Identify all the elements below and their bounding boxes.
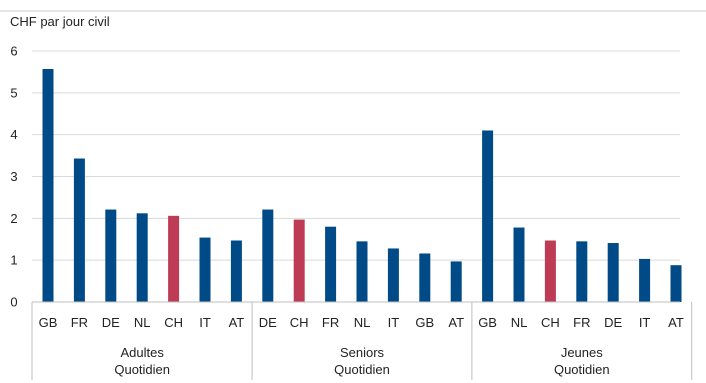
x-tick-label: GB [39, 315, 58, 330]
y-axis-title: CHF par jour civil [10, 14, 110, 29]
bar-it [199, 237, 211, 302]
bar-gb [42, 68, 54, 302]
bar-ch [168, 215, 180, 302]
x-tick-label: IT [639, 315, 651, 330]
bar-it [639, 258, 651, 302]
x-tick-label: NL [134, 315, 151, 330]
y-tick-label: 2 [10, 211, 17, 226]
x-tick-label: AT [448, 315, 464, 330]
bars [42, 68, 682, 302]
x-tick-label: CH [290, 315, 309, 330]
bar-it [387, 248, 399, 302]
x-tick-label: FR [573, 315, 590, 330]
y-tick-label: 0 [10, 295, 17, 310]
bar-gb [482, 130, 494, 302]
y-tick-label: 4 [10, 127, 17, 142]
group-label: Adultes [121, 345, 165, 360]
y-tick-label: 5 [10, 85, 17, 100]
x-tick-label: IT [199, 315, 211, 330]
group-sublabel: Quotidien [114, 362, 170, 377]
y-axis-ticks: 0 1 2 3 4 5 6 [10, 44, 17, 310]
bar-fr [73, 158, 85, 302]
bar-de [607, 243, 619, 302]
x-tick-label: GB [415, 315, 434, 330]
x-tick-label: AT [229, 315, 245, 330]
x-tick-label: NL [511, 315, 528, 330]
bar-at [230, 240, 242, 302]
y-tick-label: 1 [10, 253, 17, 268]
x-tick-label: CH [541, 315, 560, 330]
x-axis: GB FR DE NL CH IT AT Adultes Quotidien DE CH FR NL IT… [31, 301, 693, 380]
x-tick-label: AT [668, 315, 684, 330]
bar-gb [419, 253, 431, 302]
bar-fr [576, 241, 588, 302]
x-tick-label: IT [388, 315, 400, 330]
y-tick-label: 6 [10, 44, 17, 59]
group-sublabel: Quotidien [334, 362, 390, 377]
bar-ch [544, 240, 556, 302]
x-tick-label: DE [604, 315, 622, 330]
x-tick-label: FR [71, 315, 88, 330]
group-sublabel: Quotidien [554, 362, 610, 377]
group-label: Seniors [340, 345, 385, 360]
x-tick-label: NL [354, 315, 371, 330]
bar-at [450, 261, 462, 302]
bar-nl [356, 241, 368, 302]
y-tick-label: 3 [10, 169, 17, 184]
gridlines [32, 50, 680, 261]
bar-nl [513, 227, 525, 302]
group-label: Jeunes [561, 345, 603, 360]
x-tick-label: FR [322, 315, 339, 330]
bar-fr [325, 226, 337, 302]
bar-at [670, 265, 682, 302]
bar-ch [293, 219, 305, 302]
x-tick-label: GB [478, 315, 497, 330]
bar-nl [136, 213, 148, 302]
x-tick-label: CH [164, 315, 183, 330]
bar-de [262, 209, 274, 302]
x-tick-label: DE [259, 315, 277, 330]
bar-de [105, 209, 117, 302]
x-tick-label: DE [102, 315, 120, 330]
